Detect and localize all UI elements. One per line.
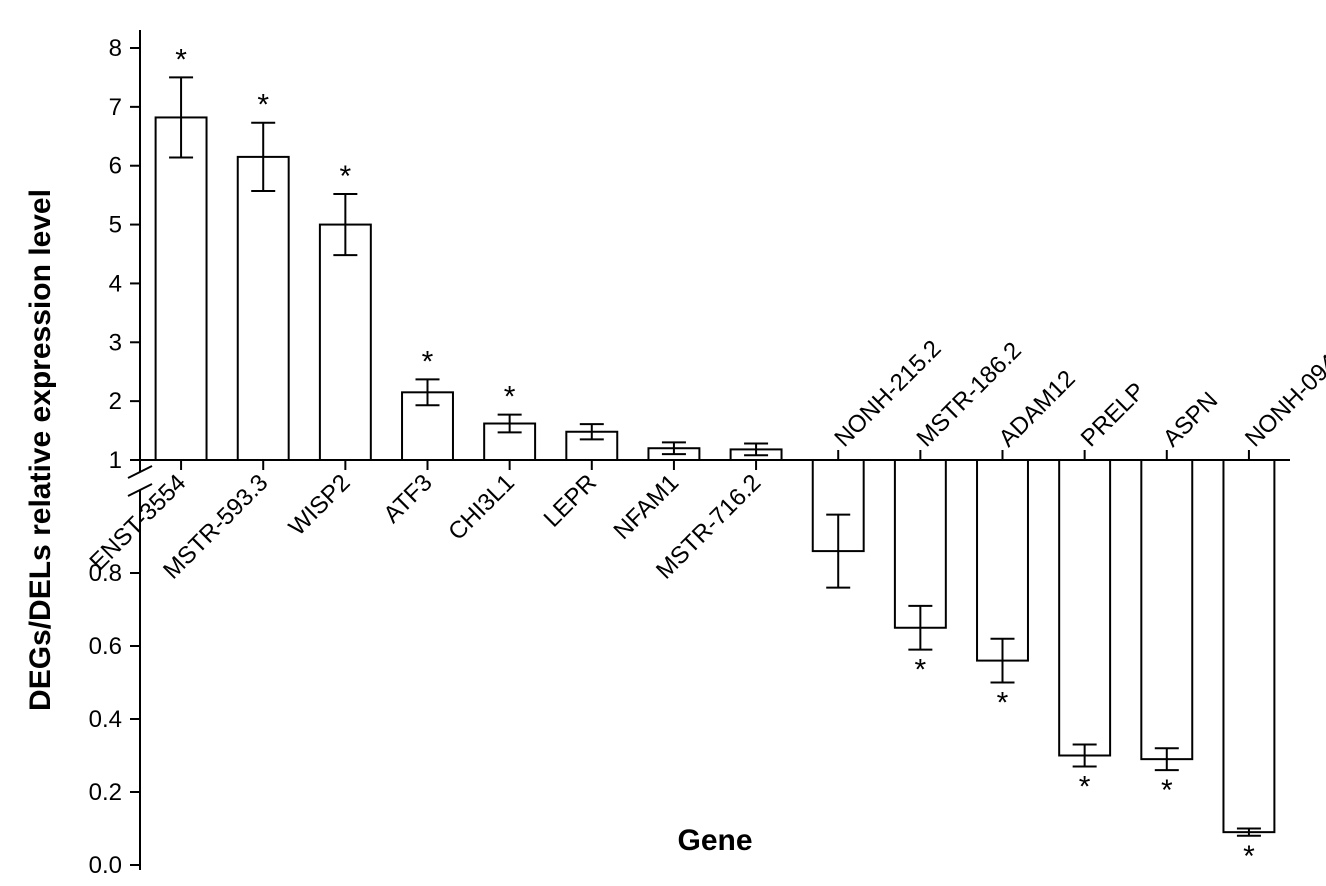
- y-axis-title: DEGs/DELs relative expression level: [24, 189, 57, 711]
- ytick-label: 2: [109, 388, 122, 415]
- gene-label: NONH-094.1: [1240, 335, 1326, 452]
- ytick-label: 0.2: [89, 779, 122, 806]
- gene-label: CHI3L1: [443, 469, 520, 546]
- ytick-label: 0.4: [89, 706, 122, 733]
- significance-mark: *: [340, 160, 352, 193]
- gene-label: ASPN: [1158, 387, 1223, 452]
- ytick-label: 6: [109, 153, 122, 180]
- expression-bar: 0.56: [977, 460, 1028, 661]
- significance-mark: *: [915, 654, 927, 687]
- x-axis-title: Gene: [677, 824, 752, 857]
- significance-mark: *: [257, 89, 269, 122]
- ytick-label: 5: [109, 212, 122, 239]
- ytick-label: 0.0: [89, 852, 122, 879]
- expression-bar: 0.3: [1059, 460, 1110, 756]
- gene-label: PRELP: [1076, 377, 1151, 452]
- significance-mark: *: [175, 43, 187, 76]
- gene-label: ADAM12: [994, 365, 1081, 452]
- significance-mark: *: [1161, 774, 1173, 807]
- significance-mark: *: [1079, 770, 1091, 803]
- expression-bar: 6.82: [156, 117, 207, 460]
- ytick-label: 7: [109, 94, 122, 121]
- expression-bar: 0.09: [1223, 460, 1274, 832]
- expression-bar-chart: 123456780.00.20.40.60.86.82ENST-3554*6.1…: [0, 0, 1326, 886]
- ytick-label: 4: [109, 270, 122, 297]
- ytick-label: 3: [109, 329, 122, 356]
- gene-label: LEPR: [539, 469, 602, 532]
- ytick-label: 1: [109, 447, 122, 474]
- significance-mark: *: [997, 687, 1009, 720]
- expression-bar: 0.65: [895, 460, 946, 628]
- significance-mark: *: [504, 381, 516, 414]
- expression-bar: 5: [320, 225, 371, 460]
- significance-mark: *: [1243, 840, 1255, 873]
- significance-mark: *: [422, 345, 434, 378]
- expression-bar: 6.15: [238, 157, 289, 460]
- gene-label: WISP2: [284, 469, 356, 541]
- ytick-label: 0.6: [89, 633, 122, 660]
- gene-label: NFAM1: [608, 469, 684, 545]
- expression-bar: 0.29: [1141, 460, 1192, 759]
- ytick-label: 8: [109, 35, 122, 62]
- gene-label: ATF3: [378, 469, 437, 528]
